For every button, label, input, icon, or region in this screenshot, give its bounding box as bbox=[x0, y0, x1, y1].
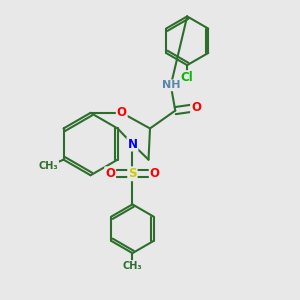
Text: O: O bbox=[117, 106, 127, 119]
Text: NH: NH bbox=[162, 80, 180, 90]
Text: CH₃: CH₃ bbox=[123, 261, 142, 271]
Text: Cl: Cl bbox=[181, 71, 194, 84]
Text: O: O bbox=[150, 167, 160, 180]
Text: CH₃: CH₃ bbox=[39, 160, 58, 171]
Text: S: S bbox=[128, 167, 137, 180]
Text: O: O bbox=[191, 101, 201, 114]
Text: O: O bbox=[105, 167, 115, 180]
Text: N: N bbox=[128, 138, 137, 151]
